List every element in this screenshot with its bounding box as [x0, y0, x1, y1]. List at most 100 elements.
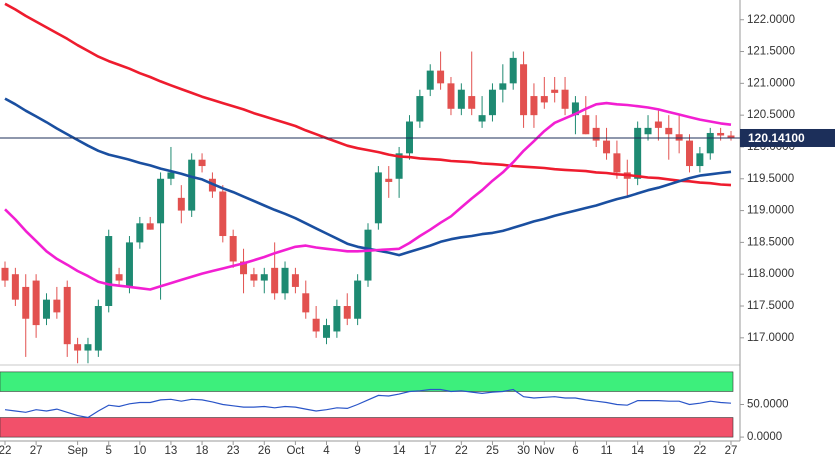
candle-body	[686, 140, 694, 167]
y-tick-label: 118.0000	[747, 268, 794, 280]
x-tick-label: 22	[693, 445, 706, 457]
candle-body	[644, 127, 652, 135]
x-tick-label: 11	[601, 445, 613, 457]
candle-body	[675, 134, 683, 141]
candle-body	[343, 306, 351, 319]
candle-body	[405, 121, 413, 154]
candle-body	[727, 135, 735, 138]
y-tick-label: 121.0000	[747, 77, 795, 89]
candle-body	[333, 306, 341, 332]
candle-body	[665, 127, 673, 135]
moving-average-line	[4, 2, 732, 187]
zone-band	[0, 417, 734, 438]
x-tick-label: 30	[517, 445, 530, 457]
y-tick-label: 50.0000	[747, 399, 789, 411]
last-price-label: 120.14100	[748, 131, 805, 145]
candle-body	[125, 242, 133, 287]
y-tick-label: 118.5000	[747, 236, 794, 248]
x-tick-label: Oct	[286, 445, 305, 457]
candle-body	[520, 64, 528, 116]
candle-body	[561, 89, 569, 109]
candle-body	[530, 96, 538, 116]
y-tick-label: 0.0000	[747, 431, 782, 443]
candle-body	[499, 83, 507, 90]
candle-body	[198, 159, 206, 167]
candle-body	[613, 153, 621, 173]
candle-body	[74, 344, 82, 351]
x-tick-label: 10	[133, 445, 146, 457]
x-tick-label: 17	[424, 445, 437, 457]
x-tick-label: 6	[572, 445, 578, 457]
x-tick-label: 5	[106, 445, 112, 457]
x-tick-label: 27	[725, 445, 738, 457]
candle-body	[240, 261, 248, 275]
candle-body	[84, 344, 92, 351]
candle-body	[457, 89, 465, 109]
candle-body	[105, 236, 113, 307]
candle-body	[250, 274, 258, 281]
moving-average-line	[4, 101, 732, 291]
candle-body	[167, 172, 175, 179]
candle-body	[509, 57, 517, 84]
y-tick-label: 119.0000	[747, 205, 794, 217]
candle-body	[354, 280, 362, 319]
candle-body	[136, 223, 144, 243]
candle-body	[426, 70, 434, 90]
candle-body	[229, 236, 237, 262]
oscillator-line	[4, 388, 732, 419]
candle-body	[53, 299, 61, 313]
x-tick-label: 19	[662, 445, 675, 457]
candle-body	[488, 89, 496, 116]
x-tick-label: Nov	[534, 445, 555, 457]
x-tick-label: Sep	[67, 445, 87, 457]
candle-body	[447, 83, 455, 109]
candle-body	[177, 197, 185, 211]
candle-body	[281, 267, 289, 294]
candle-body	[291, 274, 299, 287]
candle-body	[115, 274, 123, 281]
y-tick-label: 122.0000	[747, 14, 795, 26]
candle-body	[312, 318, 320, 332]
candle-body	[188, 159, 196, 211]
y-tick-label: 117.0000	[747, 332, 794, 344]
candle-body	[706, 132, 714, 154]
candle-body	[634, 127, 642, 179]
x-tick-label: 27	[30, 445, 43, 457]
y-tick-label: 121.5000	[747, 46, 795, 58]
candle-body	[551, 89, 559, 93]
candle-body	[260, 274, 268, 281]
y-tick-label: 119.5000	[747, 173, 794, 185]
candle-body	[271, 267, 279, 294]
candle-body	[696, 153, 704, 167]
x-tick-label: 4	[323, 445, 330, 457]
candle-body	[157, 178, 165, 224]
candle-body	[1, 267, 9, 281]
candle-body	[42, 299, 50, 319]
candle-body	[468, 96, 476, 109]
candle-body	[582, 115, 590, 135]
x-tick-label: 18	[196, 445, 209, 457]
x-tick-label: 13	[165, 445, 178, 457]
candle-body	[22, 286, 30, 319]
candle-body	[146, 223, 154, 230]
candle-body	[63, 286, 71, 345]
candle-body	[437, 70, 445, 84]
candle-body	[395, 153, 403, 179]
candle-body	[32, 280, 40, 326]
candle-body	[416, 96, 424, 122]
candle-body	[478, 115, 486, 122]
y-tick-label: 120.5000	[747, 109, 795, 121]
candle-body	[571, 102, 579, 116]
x-tick-label: 23	[227, 445, 240, 457]
x-tick-label: 22	[0, 445, 11, 457]
x-tick-label: 9	[354, 445, 360, 457]
candle-body	[385, 178, 393, 182]
x-tick-label: 26	[258, 445, 271, 457]
last-price-box	[740, 128, 835, 147]
candle-body	[219, 191, 227, 237]
candle-body	[540, 96, 548, 103]
y-tick-label: 117.5000	[747, 300, 794, 312]
candle-body	[654, 121, 662, 128]
x-tick-label: 25	[486, 445, 499, 457]
